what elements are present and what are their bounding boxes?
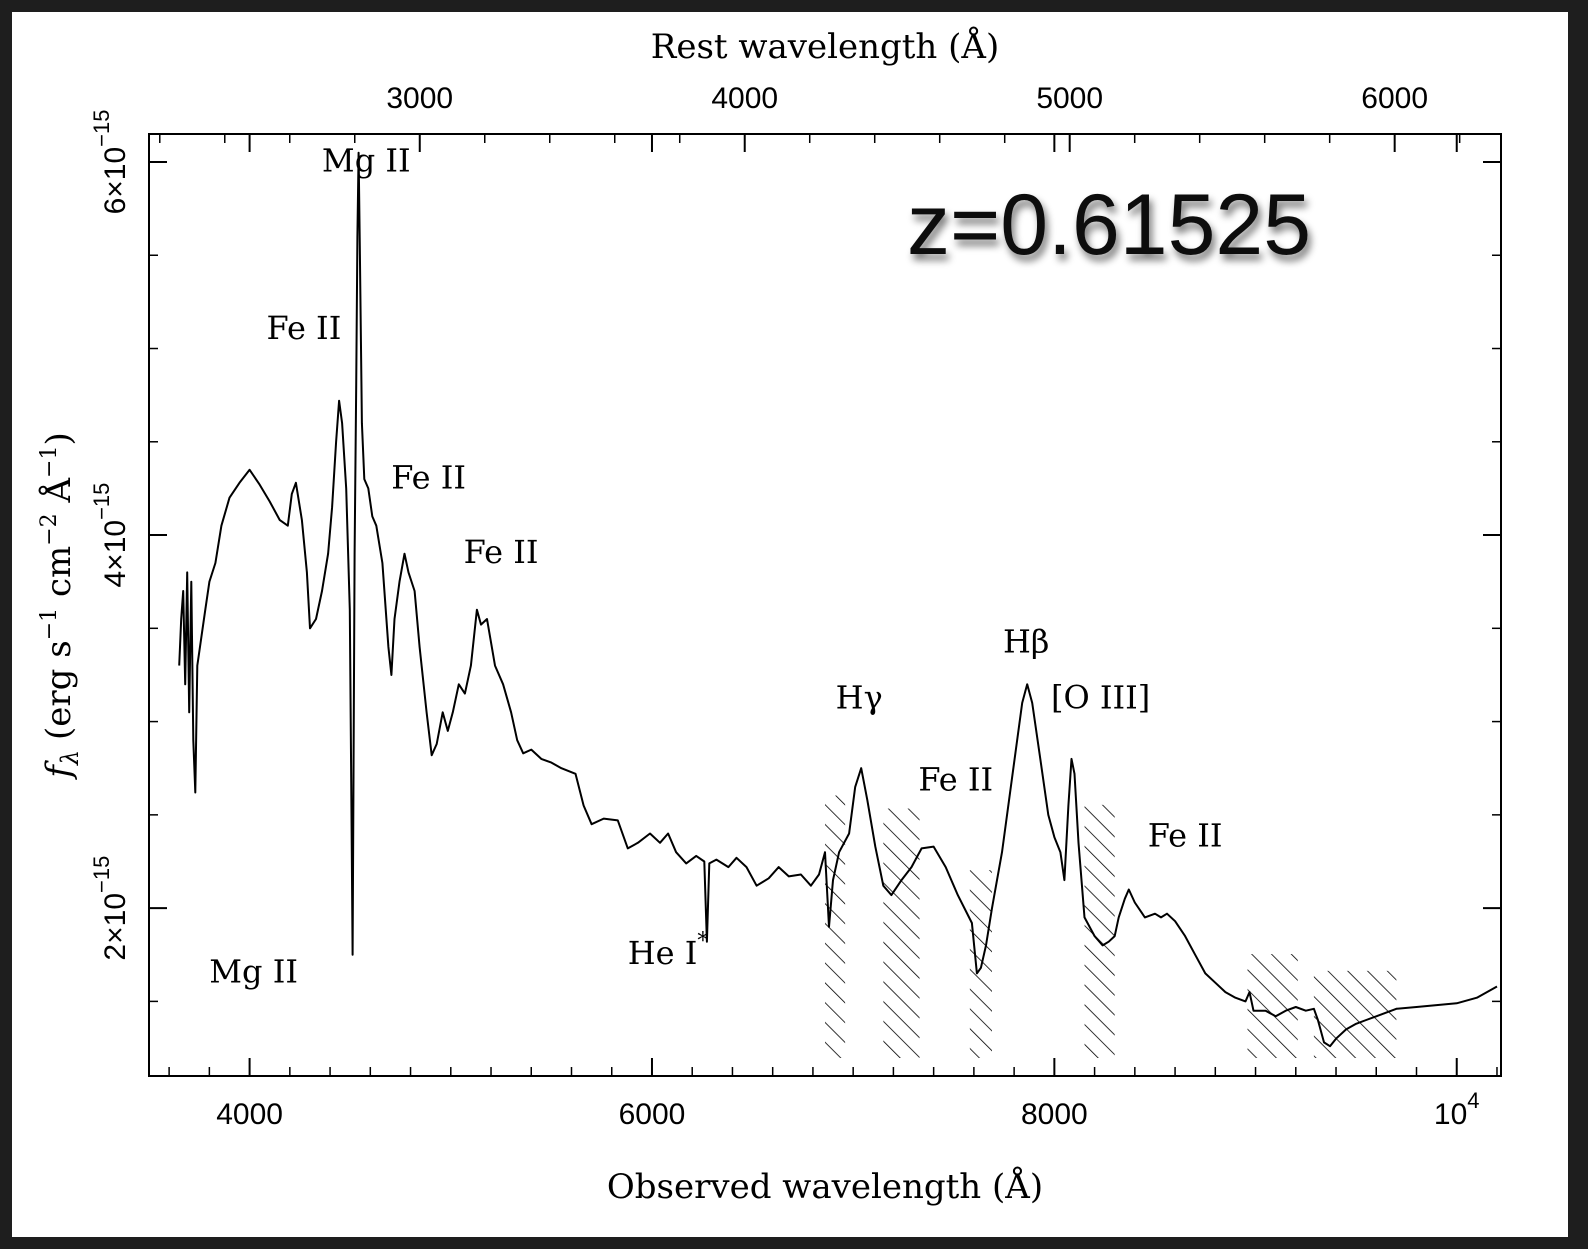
- y-title-sup1: −1: [37, 608, 62, 640]
- x2-tick-label: 4000: [711, 82, 778, 115]
- line-label: He I*: [628, 929, 709, 972]
- hatched-region-1: [883, 808, 920, 1058]
- y-axis-title: fλ(erg s−1 cm−2 Å−1): [37, 432, 84, 781]
- line-label: Fe II: [464, 533, 539, 571]
- y-tick-label: 4×10−15: [89, 483, 132, 588]
- line-label: [O III]: [1051, 679, 1150, 717]
- x-tick-label: 104: [1434, 1088, 1480, 1131]
- line-label: Hγ: [836, 679, 883, 717]
- y-title-subscript: λ: [56, 750, 84, 766]
- hatched-region-0: [825, 795, 846, 1058]
- spectrum-chart: 4000 6000 8000 104 3000 4000 5000 6000 2×10−15 4×…: [37, 26, 1502, 1207]
- x2-tick-label: 5000: [1036, 82, 1103, 115]
- x2-tick-label: 3000: [386, 82, 453, 115]
- x-tick-label: 4000: [216, 1098, 283, 1131]
- hatched-region-3: [1084, 804, 1115, 1058]
- line-label: Fe II: [266, 309, 341, 347]
- line-label: Fe II: [391, 458, 466, 496]
- x-tick-label: 8000: [1021, 1098, 1088, 1131]
- y-title-units2: cm: [39, 546, 79, 608]
- x2-tick-label: 6000: [1361, 82, 1428, 115]
- line-label: Mg II: [209, 953, 298, 991]
- x-axis-title: Observed wavelength (Å): [607, 1166, 1043, 1207]
- y-title-units3: Å: [38, 478, 79, 514]
- line-label: Fe II: [918, 761, 993, 799]
- y-title-close: ): [39, 432, 79, 445]
- line-label: Fe II: [1148, 817, 1223, 855]
- redshift-annotation: z=0.61525: [907, 177, 1311, 273]
- line-label: Mg II: [322, 141, 411, 179]
- y-title-sup2: −2: [37, 513, 62, 545]
- line-label: Hβ: [1003, 623, 1049, 661]
- x-tick-label: 6000: [619, 1098, 686, 1131]
- top-axis-title: Rest wavelength (Å): [651, 26, 999, 67]
- spectrum-line: [178, 151, 1498, 1048]
- y-tick-label: 2×10−15: [89, 856, 132, 961]
- y-title-units: (erg s: [39, 640, 79, 740]
- figure-panel: 4000 6000 8000 104 3000 4000 5000 6000 2×10−15 4×…: [12, 12, 1568, 1237]
- plot-frame: [148, 133, 1502, 1077]
- y-tick-label: 6×10−15: [89, 110, 132, 215]
- y-title-sup3: −1: [37, 446, 62, 478]
- hatched-region-4: [1247, 954, 1298, 1058]
